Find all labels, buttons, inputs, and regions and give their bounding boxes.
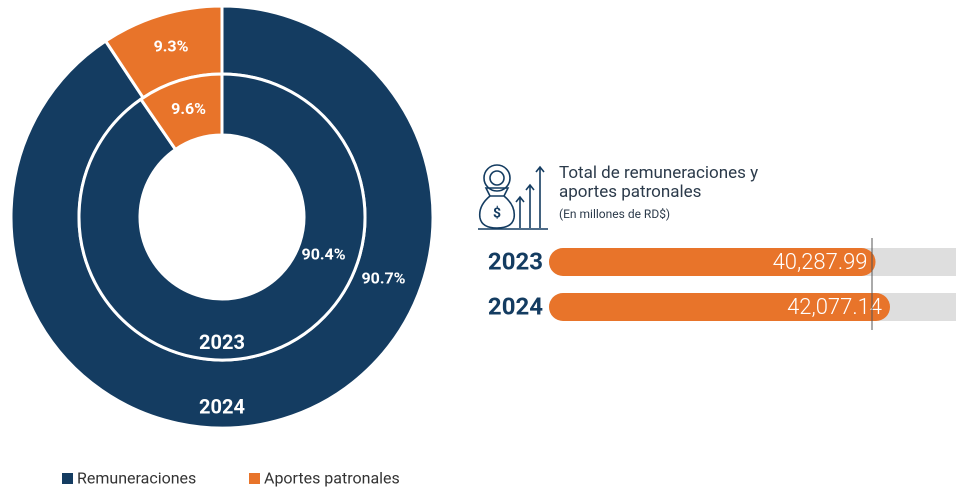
- bar: [549, 293, 890, 321]
- donut-value-label: 9.6%: [171, 99, 206, 118]
- bar-title: Total de remuneraciones y aportes patron…: [559, 163, 759, 202]
- legend-swatch: [62, 473, 73, 484]
- ring-label: 2024: [199, 394, 245, 418]
- icon: $: [478, 164, 548, 230]
- donut-segment: [138, 72, 224, 152]
- bar-subtitle: (En millones de RD$): [559, 207, 671, 221]
- legend-label: Aportes patronales: [264, 469, 400, 488]
- bar-value-label: 42,077.14: [787, 295, 882, 320]
- bar-category-label: 2023: [488, 247, 543, 275]
- legend-label: Remuneraciones: [77, 469, 196, 488]
- bar-category-label: 2024: [488, 292, 543, 320]
- donut-segment: [77, 72, 367, 362]
- bar: [549, 248, 876, 276]
- donut-value-label: 9.3%: [154, 37, 189, 56]
- legend-swatch: [249, 473, 260, 484]
- bar-value-label: 40,287.99: [773, 250, 868, 275]
- donut-value-label: 90.7%: [361, 268, 405, 287]
- donut-value-label: 90.4%: [302, 244, 346, 263]
- svg-text:$: $: [493, 205, 501, 222]
- ring-label: 2023: [199, 330, 245, 354]
